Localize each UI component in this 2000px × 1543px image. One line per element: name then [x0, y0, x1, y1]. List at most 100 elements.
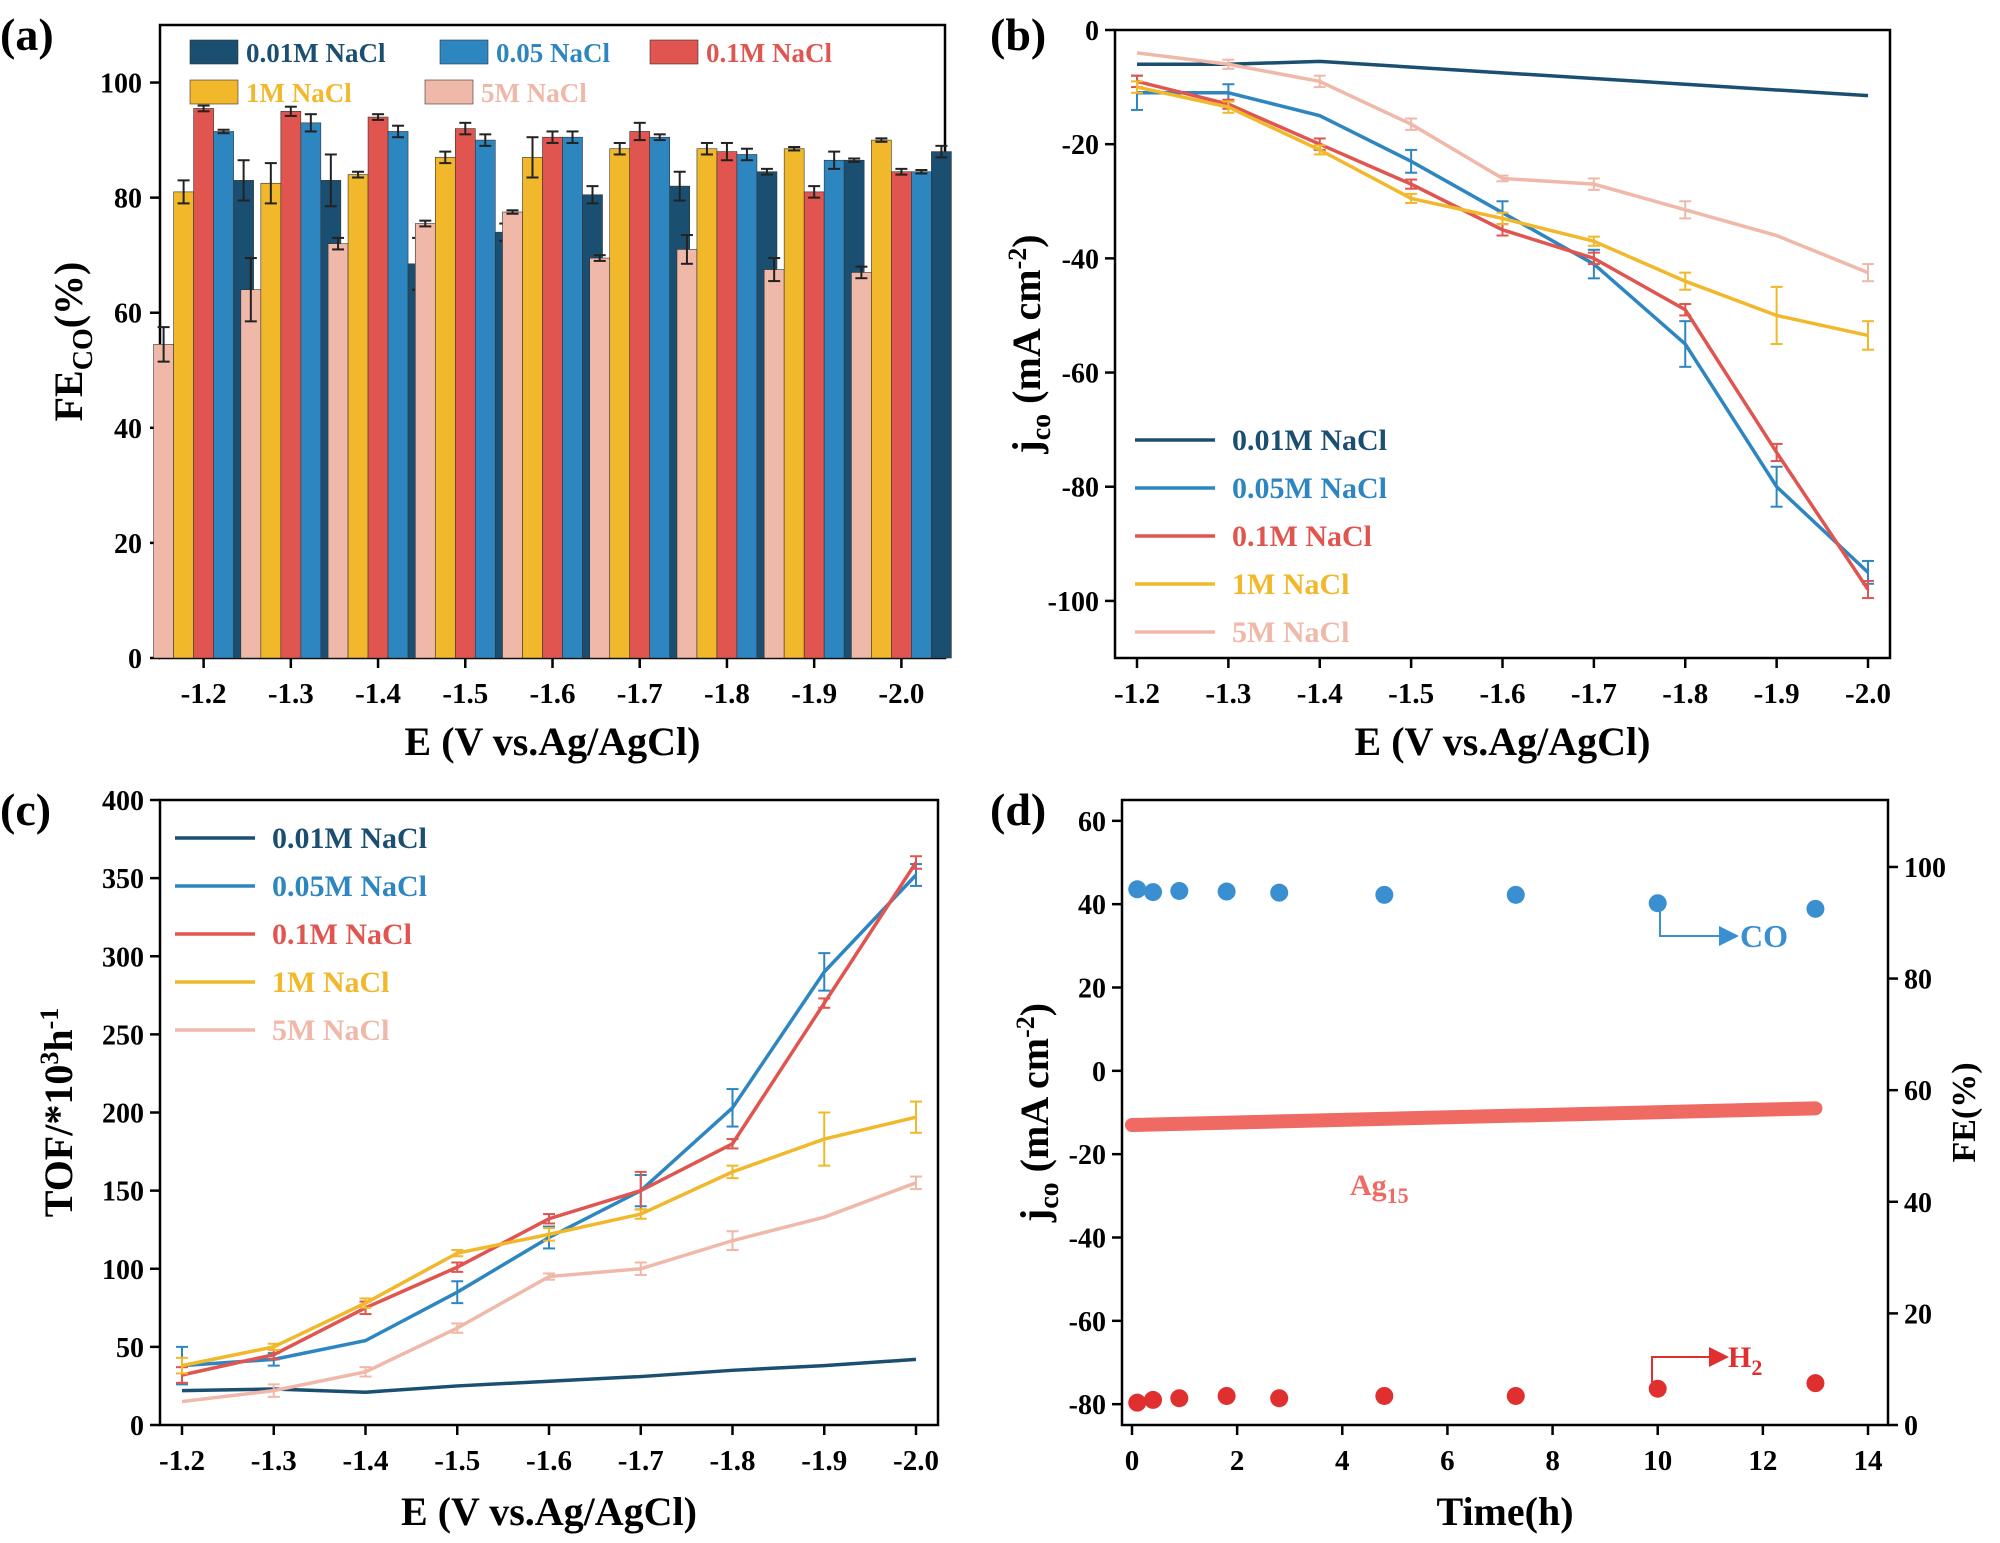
x-axis-title: E (V vs.Ag/AgCl) [405, 719, 701, 764]
x-tick-label: -1.2 [181, 678, 227, 710]
y2-tick-label: 40 [1904, 1188, 1932, 1219]
bar [736, 154, 758, 659]
y-tick-label: -100 [1048, 587, 1099, 618]
bar [300, 122, 322, 659]
x-tick-label: -1.8 [1662, 678, 1708, 710]
x-tick-label: -1.9 [791, 678, 837, 710]
bar [474, 139, 496, 659]
panel-label-d: (d) [990, 784, 1046, 835]
co-point [1170, 881, 1189, 900]
x-tick-label: 6 [1440, 1445, 1455, 1477]
bar [871, 139, 892, 659]
legend-label: 1M NaCl [246, 78, 352, 108]
panel-c: 0 50 100 150 200 250 300 350 400 -1.2 -1.3 -1.4 -1.5… [0, 784, 940, 1534]
panel-b: 0 -20 -40 -60 -80 -100 -1.2 -1.3 -1.4 -1.5 -1.6 -1.… [990, 9, 1892, 764]
x-tick-label: -1.9 [801, 1445, 847, 1477]
legend-label: 0.05 NaCl [496, 38, 610, 68]
x-axis-title: Time(h) [1436, 1489, 1573, 1534]
plot-frame [1120, 798, 1890, 1427]
bar [414, 223, 436, 659]
h2-point [1648, 1379, 1667, 1398]
panel-a: (a) 0 20 40 60 80 100 -1.2 -1.3 -1.4 -1.5 -1.6 -1.7 -… [0, 9, 952, 764]
bar [502, 211, 523, 659]
bar [609, 148, 631, 659]
co-point [1217, 882, 1236, 901]
y-tick-label: -20 [1062, 130, 1099, 161]
legend-swatch [649, 39, 699, 65]
bar [434, 157, 456, 659]
x-tick-label: -1.2 [159, 1445, 205, 1477]
h2-point [1217, 1386, 1236, 1405]
bar [851, 272, 872, 659]
panel-label-a: (a) [0, 9, 54, 60]
panel-label-c: (c) [0, 784, 51, 835]
y-tick-label: 60 [114, 299, 142, 330]
bar [367, 116, 389, 659]
x-tick-label: 14 [1854, 1445, 1883, 1477]
x-tick-label: 2 [1230, 1445, 1245, 1477]
bar [454, 128, 476, 659]
y-tick-label: 60 [1078, 807, 1106, 838]
x-tick-label: -1.6 [530, 678, 576, 710]
bar [911, 171, 932, 659]
y-tick-label: 40 [1078, 890, 1106, 921]
h2-point [1375, 1386, 1394, 1405]
legend-label: 0.01M NaCl [1232, 424, 1387, 457]
co-point [1506, 885, 1525, 904]
legend-label: 0.1M NaCl [1232, 520, 1372, 553]
legend-label: 0.1M NaCl [706, 38, 832, 68]
co-annotation: CO [1740, 918, 1788, 954]
y2-tick-label: 20 [1904, 1299, 1932, 1330]
y-tick-label: 20 [114, 529, 142, 560]
panel-d: (d) -80 -60 -40 -20 0 20 40 60 0 20 40 60 80 100 0 2 4 6 8 1… [990, 784, 1983, 1534]
x-tick-label: -1.2 [1114, 678, 1160, 710]
y-tick-label: 100 [102, 1255, 144, 1286]
x-tick-label: -1.8 [710, 1445, 756, 1477]
x-tick-label: -1.4 [355, 678, 401, 710]
x-tick-label: -1.8 [704, 678, 750, 710]
bar [193, 108, 214, 659]
y-tick-label: 150 [102, 1177, 144, 1208]
x-tick-label: -2.0 [1845, 678, 1891, 710]
bar [280, 111, 302, 659]
co-point [1648, 894, 1667, 913]
y-tick-label: 250 [102, 1020, 144, 1051]
y2-tick-label: 100 [1904, 853, 1946, 884]
h2-point [1144, 1390, 1163, 1409]
x-axis-title: E (V vs.Ag/AgCl) [1355, 719, 1651, 764]
y-tick-label: -40 [1069, 1224, 1106, 1255]
legend-label: 5M NaCl [1232, 616, 1349, 649]
y-axis-title: jco (mA cm-2) [1003, 234, 1057, 454]
co-arrow [1659, 908, 1739, 946]
y-tick-label: 0 [1085, 16, 1099, 47]
bar [649, 136, 671, 659]
legend-swatch [189, 39, 239, 65]
h2-point [1506, 1386, 1525, 1405]
x-tick-label: 0 [1125, 1445, 1140, 1477]
y2-tick-label: 60 [1904, 1076, 1932, 1107]
legend-label: 5M NaCl [481, 78, 587, 108]
x-axis-title: E (V vs.Ag/AgCl) [401, 1489, 697, 1534]
h2-point [1270, 1389, 1289, 1408]
series-line [1137, 59, 1869, 98]
x-tick-label: -1.9 [1754, 678, 1800, 710]
legend-b: 0.01M NaCl 0.05M NaCl 0.1M NaCl 1M NaCl 5M N… [1135, 424, 1387, 649]
x-tick-label: -1.5 [1388, 678, 1434, 710]
bar [173, 191, 194, 659]
x-tick-label: 10 [1643, 1445, 1672, 1477]
y2-tick-label: 80 [1904, 965, 1932, 996]
co-point [1806, 899, 1825, 918]
y-tick-label: -60 [1062, 359, 1099, 390]
x-tick-label: 12 [1748, 1445, 1777, 1477]
current-trace [1125, 1101, 1823, 1132]
bar [629, 131, 651, 659]
x-tick-label: -1.5 [442, 678, 488, 710]
co-point [1270, 883, 1289, 902]
y-tick-label: 80 [114, 184, 142, 215]
y-tick-label: -80 [1069, 1390, 1106, 1421]
x-tick-label: -1.7 [618, 1445, 664, 1477]
x-tick-label: -2.0 [893, 1445, 939, 1477]
y-tick-label: 20 [1078, 974, 1106, 1005]
y-tick-label: 0 [128, 644, 142, 675]
y-tick-label: 350 [102, 864, 144, 895]
